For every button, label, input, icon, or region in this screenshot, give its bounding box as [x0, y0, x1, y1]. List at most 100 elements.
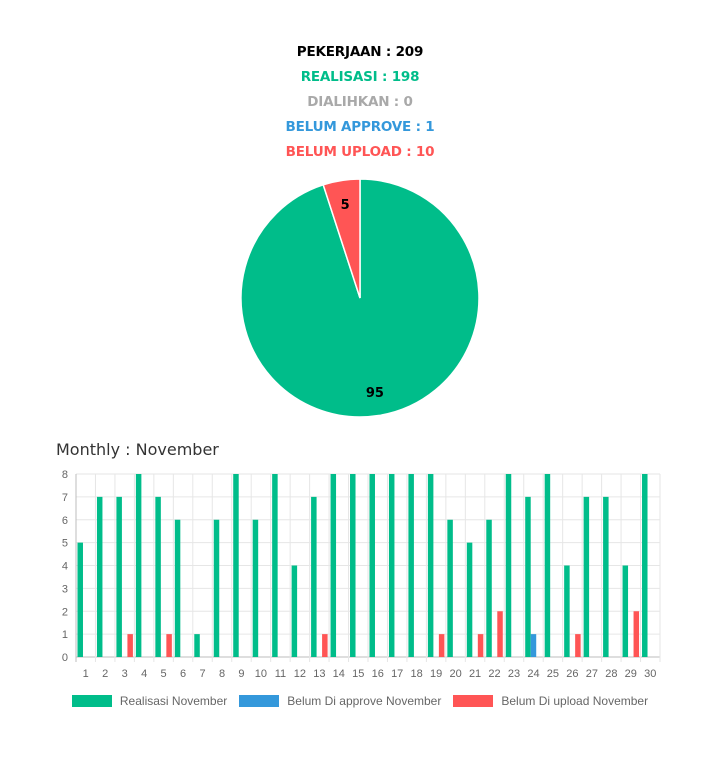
bar-realisasi-11 [272, 474, 278, 657]
stat-pekerjaan: PEKERJAAN : 209 [296, 44, 424, 60]
x-tick-label: 18 [411, 668, 423, 680]
legend-item: Belum Di approve November [239, 694, 441, 708]
x-tick-label: 25 [547, 668, 559, 680]
x-tick-label: 1 [83, 668, 89, 680]
x-tick-label: 5 [161, 668, 167, 680]
bar-belum-upload-21 [477, 634, 484, 657]
bar-realisasi-12 [291, 565, 298, 657]
bar-realisasi-16 [369, 474, 375, 657]
legend-label: Belum Di upload November [501, 694, 649, 708]
y-tick-label: 6 [62, 515, 68, 527]
bar-belum-upload-26 [575, 634, 581, 657]
stat-belum-upload: BELUM UPLOAD : 10 [285, 144, 435, 160]
y-tick-label: 0 [62, 652, 68, 664]
x-tick-label: 2 [102, 668, 108, 680]
y-tick-label: 1 [62, 629, 68, 641]
bar-belum-upload-19 [438, 634, 445, 657]
stats-summary: PEKERJAAN : 209 REALISASI : 198 DIALIHKA… [0, 40, 720, 165]
monthly-title: Monthly : November [56, 440, 219, 459]
x-tick-label: 7 [199, 668, 205, 680]
x-tick-label: 26 [566, 668, 578, 680]
bar-realisasi-4 [135, 474, 142, 657]
stat-realisasi: REALISASI : 198 [300, 69, 420, 85]
legend-item: Belum Di upload November [453, 694, 648, 708]
bar-belum-upload-13 [322, 634, 328, 657]
legend-label: Belum Di approve November [287, 694, 442, 708]
x-tick-label: 22 [488, 668, 500, 680]
legend-item: Realisasi November [71, 694, 228, 708]
bar-realisasi-26 [564, 565, 570, 657]
x-tick-label: 19 [430, 668, 442, 680]
y-tick-label: 7 [62, 492, 68, 504]
bar-realisasi-22 [486, 519, 492, 657]
pie-slice-label-0: 95 [366, 386, 384, 401]
pie-slice-label-1: 5 [341, 198, 350, 213]
x-tick-label: 4 [141, 668, 147, 680]
bar-realisasi-24 [525, 496, 531, 657]
bar-realisasi-30 [642, 474, 648, 657]
pie-chart: 95 5 [240, 178, 480, 418]
bar-belum-upload-5 [166, 634, 172, 657]
bar-belum-approve-24 [530, 634, 537, 657]
bar-realisasi-6 [174, 519, 181, 657]
x-tick-label: 17 [391, 668, 403, 680]
stat-belum-approve: BELUM APPROVE : 1 [285, 119, 435, 135]
bar-realisasi-23 [505, 474, 512, 657]
x-tick-label: 21 [469, 668, 481, 680]
bar-realisasi-8 [213, 519, 220, 657]
bar-realisasi-2 [96, 496, 103, 657]
stat-dialihkan: DIALIHKAN : 0 [307, 94, 413, 110]
x-tick-label: 9 [238, 668, 244, 680]
bar-realisasi-27 [583, 496, 590, 657]
x-tick-label: 8 [219, 668, 225, 680]
bar-realisasi-19 [427, 474, 434, 657]
y-tick-label: 4 [62, 561, 68, 573]
bar-realisasi-7 [194, 634, 200, 657]
x-tick-label: 10 [255, 668, 267, 680]
x-tick-label: 20 [449, 668, 461, 680]
x-tick-label: 24 [527, 668, 539, 680]
bar-realisasi-9 [233, 474, 239, 657]
chart-legend: Realisasi November Belum Di approve Novem… [0, 694, 720, 708]
x-tick-label: 3 [122, 668, 128, 680]
bar-realisasi-17 [388, 474, 395, 657]
x-tick-label: 29 [625, 668, 637, 680]
bar-realisasi-28 [603, 496, 609, 657]
bar-belum-upload-29 [633, 611, 640, 657]
x-tick-label: 12 [294, 668, 306, 680]
bar-belum-upload-3 [127, 634, 133, 657]
x-tick-label: 6 [180, 668, 186, 680]
x-tick-label: 28 [605, 668, 617, 680]
bar-realisasi-29 [622, 565, 629, 657]
bar-realisasi-1 [77, 542, 83, 657]
bar-realisasi-10 [252, 519, 259, 657]
y-tick-label: 5 [62, 538, 68, 550]
x-tick-label: 23 [508, 668, 520, 680]
bar-realisasi-3 [116, 496, 122, 657]
x-tick-label: 11 [275, 668, 286, 680]
legend-swatch [453, 695, 494, 707]
pie-slice-1 [322, 178, 361, 299]
y-tick-label: 2 [62, 606, 68, 618]
x-tick-label: 14 [333, 668, 345, 680]
x-tick-label: 16 [372, 668, 384, 680]
bar-realisasi-20 [447, 519, 453, 657]
bar-realisasi-5 [155, 496, 161, 657]
legend-swatch [239, 695, 280, 707]
bar-belum-upload-22 [497, 611, 503, 657]
x-tick-label: 15 [352, 668, 364, 680]
legend-label: Realisasi November [119, 694, 228, 708]
bar-realisasi-25 [544, 474, 551, 657]
y-tick-label: 8 [62, 469, 68, 481]
bar-realisasi-14 [330, 474, 337, 657]
x-tick-label: 13 [313, 668, 325, 680]
bar-realisasi-18 [408, 474, 414, 657]
bar-realisasi-15 [350, 474, 356, 657]
y-tick-label: 3 [62, 583, 68, 595]
x-tick-label: 30 [644, 668, 656, 680]
bar-realisasi-21 [466, 542, 473, 657]
x-tick-label: 27 [586, 668, 598, 680]
legend-swatch [71, 695, 112, 707]
bar-realisasi-13 [311, 496, 317, 657]
